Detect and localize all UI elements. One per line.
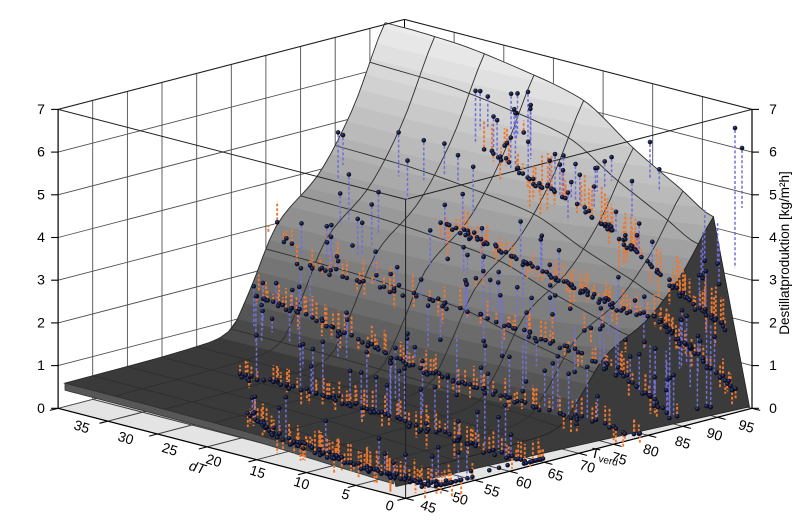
svg-text:50: 50 [450, 488, 470, 508]
svg-text:0: 0 [769, 400, 777, 416]
svg-text:90: 90 [705, 424, 725, 444]
svg-text:7: 7 [37, 101, 45, 117]
svg-text:1: 1 [769, 357, 777, 373]
svg-text:1: 1 [37, 357, 45, 373]
svg-text:35: 35 [72, 417, 92, 437]
svg-text:6: 6 [37, 144, 45, 160]
svg-text:4: 4 [37, 229, 45, 245]
svg-text:20: 20 [204, 450, 224, 470]
svg-text:0: 0 [37, 400, 45, 416]
svg-text:75: 75 [609, 448, 629, 468]
svg-text:70: 70 [578, 456, 598, 476]
svg-text:45: 45 [419, 496, 439, 516]
svg-text:55: 55 [482, 480, 502, 500]
svg-text:10: 10 [292, 473, 312, 493]
svg-text:2: 2 [769, 314, 777, 330]
svg-text:5: 5 [769, 186, 777, 202]
svg-text:60: 60 [514, 472, 534, 492]
svg-text:15: 15 [248, 462, 268, 482]
svg-text:5: 5 [37, 186, 45, 202]
svg-text:80: 80 [641, 440, 661, 460]
svg-text:3: 3 [37, 272, 45, 288]
svg-text:4: 4 [769, 229, 777, 245]
svg-text:85: 85 [673, 432, 693, 452]
svg-text:95: 95 [737, 416, 757, 436]
svg-text:3: 3 [769, 272, 777, 288]
svg-text:7: 7 [769, 101, 777, 117]
svg-text:dT: dT [187, 457, 209, 478]
svg-text:6: 6 [769, 144, 777, 160]
svg-text:Destillatproduktion [kg/m²h]: Destillatproduktion [kg/m²h] [777, 171, 792, 335]
svg-text:2: 2 [37, 314, 45, 330]
svg-text:65: 65 [546, 464, 566, 484]
svg-text:25: 25 [160, 439, 180, 459]
svg-text:30: 30 [116, 428, 136, 448]
